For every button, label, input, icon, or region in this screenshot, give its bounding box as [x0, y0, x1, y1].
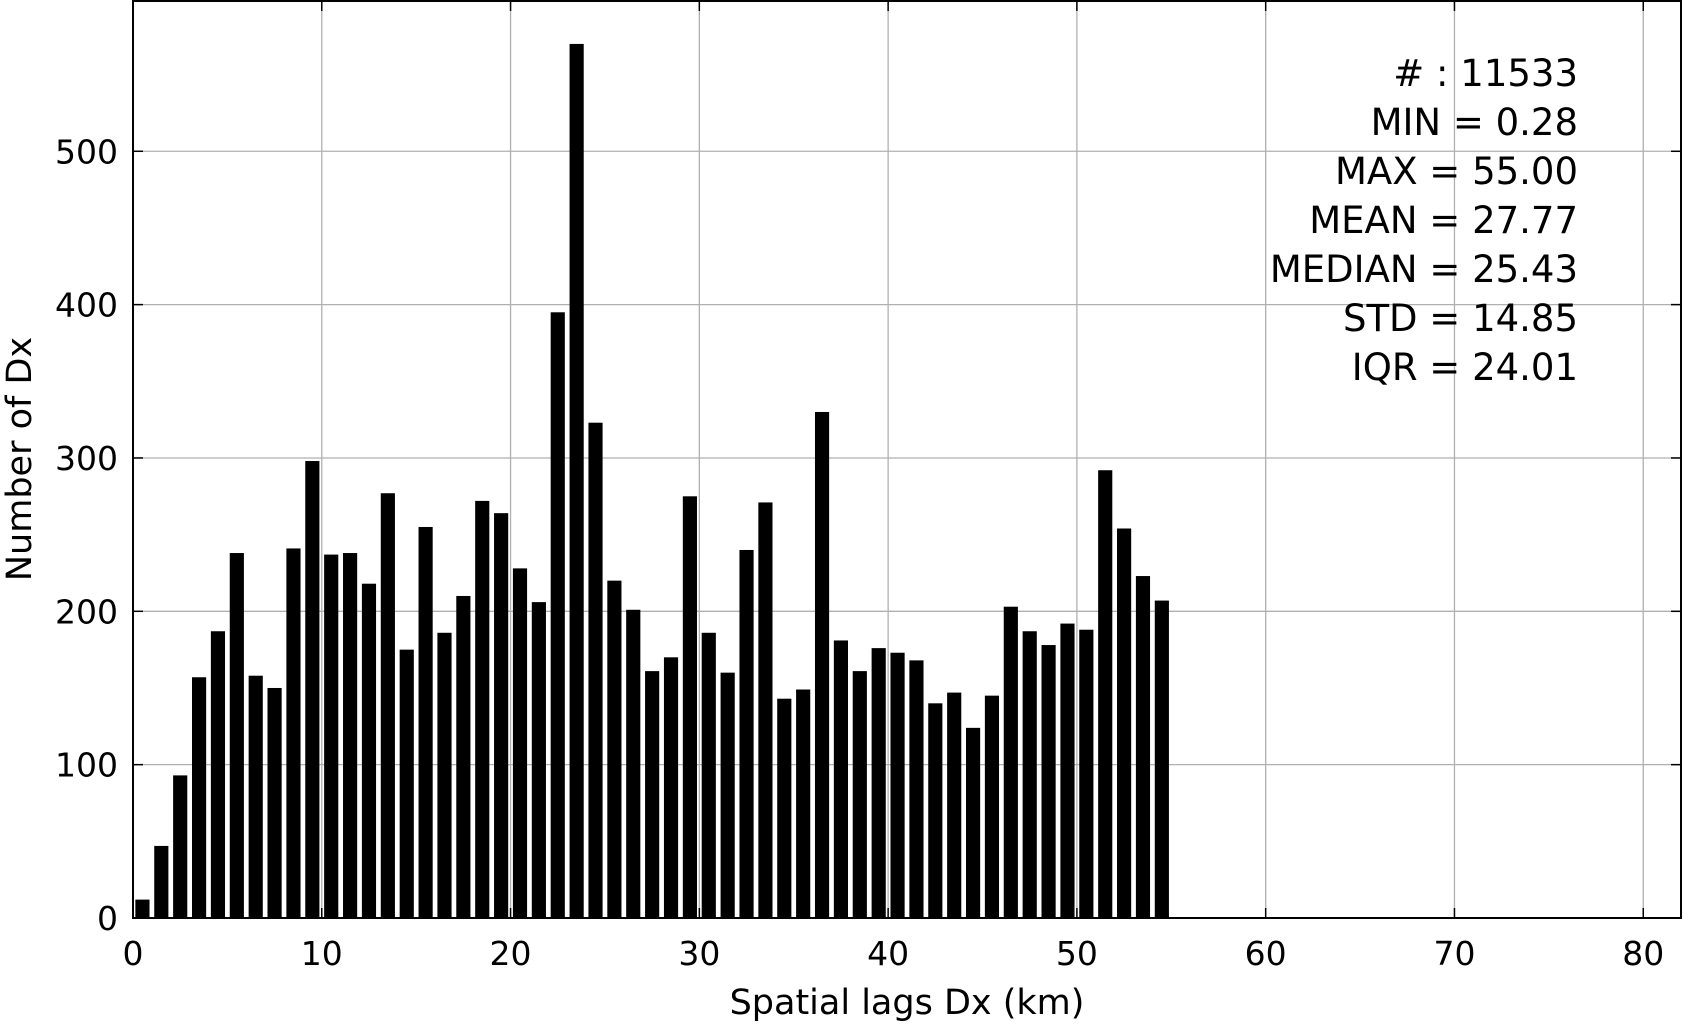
histogram-bar — [645, 671, 660, 918]
stat-line: MAX = 55.00 — [1335, 150, 1578, 193]
axis-ticks — [132, 1, 1681, 919]
histogram-bar — [1003, 606, 1018, 918]
histogram-bar — [267, 687, 282, 918]
x-tick-label: 0 — [123, 934, 144, 973]
histogram-bar — [1117, 528, 1132, 918]
stat-line: MEDIAN = 25.43 — [1270, 248, 1578, 291]
histogram-bar — [418, 526, 433, 918]
histogram-bar — [173, 775, 188, 918]
y-tick-label: 500 — [55, 132, 118, 171]
histogram-bar — [380, 493, 395, 918]
y-axis-label: Number of Dx — [0, 337, 40, 581]
histogram-bar — [437, 632, 452, 918]
stat-line: IQR = 24.01 — [1352, 346, 1578, 389]
x-tick-label: 30 — [678, 934, 720, 973]
histogram-bar — [210, 631, 226, 918]
histogram-bar — [343, 553, 358, 918]
histogram-bar — [1022, 631, 1037, 918]
stat-line: STD = 14.85 — [1343, 297, 1578, 340]
histogram-bar — [984, 695, 1000, 918]
histogram-bar — [701, 632, 716, 918]
histogram-bar — [739, 549, 754, 918]
histogram-bar — [456, 595, 471, 918]
histogram-bar — [947, 692, 962, 918]
histogram-bar — [569, 43, 584, 918]
histogram-bar — [248, 675, 263, 918]
y-tick-label: 300 — [55, 439, 118, 478]
histogram-bar — [890, 652, 905, 918]
histogram-bar — [796, 689, 811, 918]
x-tick-label: 40 — [867, 934, 909, 973]
plot-frame — [132, 0, 1682, 919]
histogram-bar — [965, 727, 981, 918]
histogram-bar — [494, 513, 509, 918]
histogram-bar — [777, 698, 792, 918]
histogram-bar — [550, 312, 565, 918]
histogram-bar — [909, 660, 924, 918]
histogram-bar — [475, 500, 490, 918]
histogram-bar — [399, 649, 414, 918]
histogram-bar — [512, 568, 528, 918]
histogram-bar — [758, 502, 773, 918]
histogram-bar — [833, 640, 849, 918]
x-tick-labels: 0 10 20 30 40 50 60 70 80 — [123, 934, 1665, 973]
histogram-bar — [1154, 600, 1169, 918]
stat-line: MEAN = 27.77 — [1309, 199, 1578, 242]
x-tick-label: 50 — [1056, 934, 1098, 973]
histogram-bar — [588, 422, 603, 918]
histogram-bar — [135, 899, 150, 918]
y-tick-label: 0 — [97, 899, 118, 938]
histogram-bar — [191, 677, 207, 918]
histogram-bar — [1135, 576, 1151, 918]
histogram-bar — [154, 845, 169, 918]
histogram-bar — [663, 657, 679, 918]
stats-annotation: # : 11533 MIN = 0.28 MAX = 55.00 MEAN = 27.… — [1270, 52, 1578, 389]
histogram-bar — [626, 609, 641, 918]
histogram-bar — [1041, 645, 1056, 918]
y-tick-label: 200 — [55, 592, 118, 631]
histogram-bar — [1060, 623, 1075, 918]
y-tick-label: 100 — [55, 746, 118, 785]
histogram-bars — [135, 43, 1169, 918]
histogram-bar — [682, 496, 697, 918]
x-tick-label: 60 — [1245, 934, 1287, 973]
histogram-bar — [361, 583, 377, 918]
histogram-bar — [607, 580, 622, 918]
histogram-bar — [871, 648, 886, 918]
histogram-bar — [852, 671, 867, 918]
histogram-bar — [305, 461, 320, 918]
histogram-bar — [531, 602, 546, 918]
x-tick-label: 80 — [1622, 934, 1664, 973]
histogram-bar — [1098, 470, 1113, 918]
histogram-bar — [720, 672, 735, 918]
x-tick-label: 70 — [1433, 934, 1475, 973]
x-tick-label: 10 — [301, 934, 343, 973]
x-axis-label: Spatial lags Dx (km) — [730, 983, 1085, 1023]
histogram-bar — [928, 703, 943, 918]
histogram-bar — [1079, 629, 1094, 918]
stat-line: # : 11533 — [1393, 52, 1578, 95]
histogram-bar — [229, 553, 244, 918]
histogram-bar — [814, 411, 830, 918]
y-tick-label: 400 — [55, 286, 118, 325]
histogram-bar — [286, 548, 301, 918]
stat-line: MIN = 0.28 — [1371, 101, 1578, 144]
y-tick-labels: 0 100 200 300 400 500 — [55, 132, 118, 938]
histogram-bar — [324, 554, 339, 918]
x-tick-label: 20 — [490, 934, 532, 973]
